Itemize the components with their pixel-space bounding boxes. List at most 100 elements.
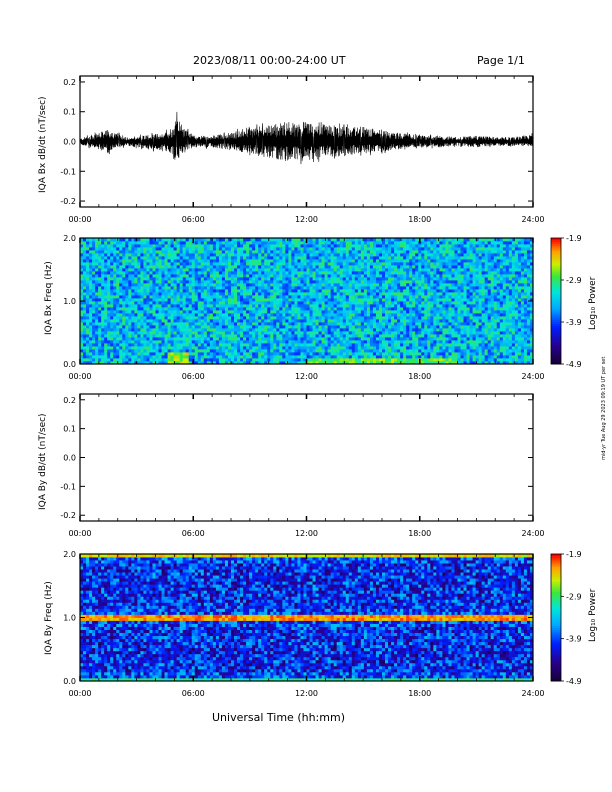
heatmap-cell: [324, 253, 329, 257]
heatmap-cell: [116, 319, 120, 323]
heatmap-cell: [101, 280, 105, 284]
heatmap-cell: [360, 247, 365, 251]
heatmap-cell: [385, 280, 389, 284]
heatmap-cell: [197, 286, 202, 290]
heatmap-cell: [297, 340, 301, 344]
heatmap-cell: [285, 355, 289, 359]
heatmap-cell: [104, 361, 108, 365]
heatmap-cell: [182, 295, 187, 299]
heatmap-cell: [382, 244, 386, 248]
heatmap-cell: [98, 307, 102, 311]
heatmap-cell: [424, 250, 428, 254]
heatmap-cell: [146, 250, 150, 254]
heatmap-cell: [116, 244, 120, 248]
heatmap-cell: [122, 322, 126, 326]
heatmap-cell: [179, 328, 184, 332]
heatmap-cell: [83, 295, 87, 299]
heatmap-cell: [418, 343, 422, 347]
heatmap-cell: [306, 283, 310, 287]
heatmap-cell: [300, 277, 304, 281]
heatmap-cell: [415, 331, 419, 335]
heatmap-cell: [279, 331, 283, 335]
heatmap-cell: [197, 361, 202, 365]
heatmap-cell: [385, 307, 389, 311]
heatmap-cell: [297, 304, 301, 308]
heatmap-cell: [176, 322, 181, 326]
heatmap-cell: [351, 247, 356, 251]
heatmap-cell: [95, 331, 99, 335]
heatmap-cell: [116, 268, 120, 272]
heatmap-cell: [391, 355, 395, 359]
heatmap-cell: [89, 355, 93, 359]
heatmap-cell: [388, 319, 392, 323]
heatmap-cell: [158, 334, 162, 338]
heatmap-cell: [185, 238, 190, 242]
heatmap-cell: [309, 241, 313, 245]
heatmap-cell: [421, 244, 425, 248]
heatmap-cell: [309, 274, 313, 278]
heatmap-cell: [134, 244, 138, 248]
heatmap-cell: [391, 268, 395, 272]
heatmap-cell: [107, 349, 111, 353]
heatmap-cell: [258, 343, 262, 347]
heatmap-cell: [303, 319, 307, 323]
heatmap-cell: [119, 286, 123, 290]
heatmap-cell: [321, 325, 326, 329]
heatmap-cell: [191, 316, 196, 320]
heatmap-cell: [415, 349, 419, 353]
heatmap-cell: [357, 322, 362, 326]
heatmap-cell: [415, 277, 419, 281]
heatmap-cell: [107, 313, 111, 317]
heatmap-cell: [182, 355, 187, 359]
heatmap-cell: [348, 346, 353, 350]
heatmap-cell: [122, 325, 126, 329]
heatmap-cell: [406, 358, 410, 362]
heatmap-cell: [312, 316, 316, 320]
heatmap-cell: [128, 310, 132, 314]
heatmap-cell: [227, 340, 232, 344]
heatmap-cell: [92, 277, 96, 281]
heatmap-cell: [288, 253, 292, 257]
heatmap-cell: [173, 361, 178, 365]
heatmap-cell: [116, 349, 120, 353]
heatmap-cell: [424, 349, 428, 353]
heatmap-cell: [327, 253, 332, 257]
heatmap-cell: [203, 334, 208, 338]
heatmap-cell: [243, 358, 247, 362]
heatmap-cell: [255, 340, 259, 344]
heatmap-cell: [412, 262, 416, 266]
heatmap-cell: [382, 256, 386, 260]
heatmap-cell: [164, 253, 168, 257]
heatmap-cell: [288, 262, 292, 266]
heatmap-cell: [146, 295, 150, 299]
heatmap-cell: [309, 280, 313, 284]
heatmap-cell: [363, 268, 368, 272]
heatmap-cell: [92, 289, 96, 293]
heatmap-cell: [221, 292, 226, 296]
heatmap-cell: [342, 328, 347, 332]
heatmap-cell: [137, 361, 141, 365]
heatmap-cell: [397, 253, 401, 257]
heatmap-cell: [424, 238, 428, 242]
heatmap-cell: [375, 316, 380, 320]
heatmap-cell: [243, 253, 247, 257]
heatmap-cell: [104, 292, 108, 296]
heatmap-cell: [406, 316, 410, 320]
heatmap-cell: [415, 337, 419, 341]
heatmap-cell: [427, 238, 431, 242]
heatmap-cell: [167, 334, 171, 338]
heatmap-cell: [110, 319, 114, 323]
heatmap-cell: [385, 241, 389, 245]
heatmap-cell: [101, 316, 105, 320]
heatmap-cell: [167, 265, 171, 269]
heatmap-cell: [315, 262, 319, 266]
heatmap-cell: [324, 292, 329, 296]
heatmap-cell: [345, 286, 350, 290]
heatmap-cell: [321, 307, 326, 311]
heatmap-cell: [421, 343, 425, 347]
heatmap-cell: [152, 340, 156, 344]
heatmap-cell: [382, 274, 386, 278]
heatmap-cell: [224, 304, 229, 308]
heatmap-cell: [354, 283, 359, 287]
heatmap-cell: [234, 253, 238, 257]
